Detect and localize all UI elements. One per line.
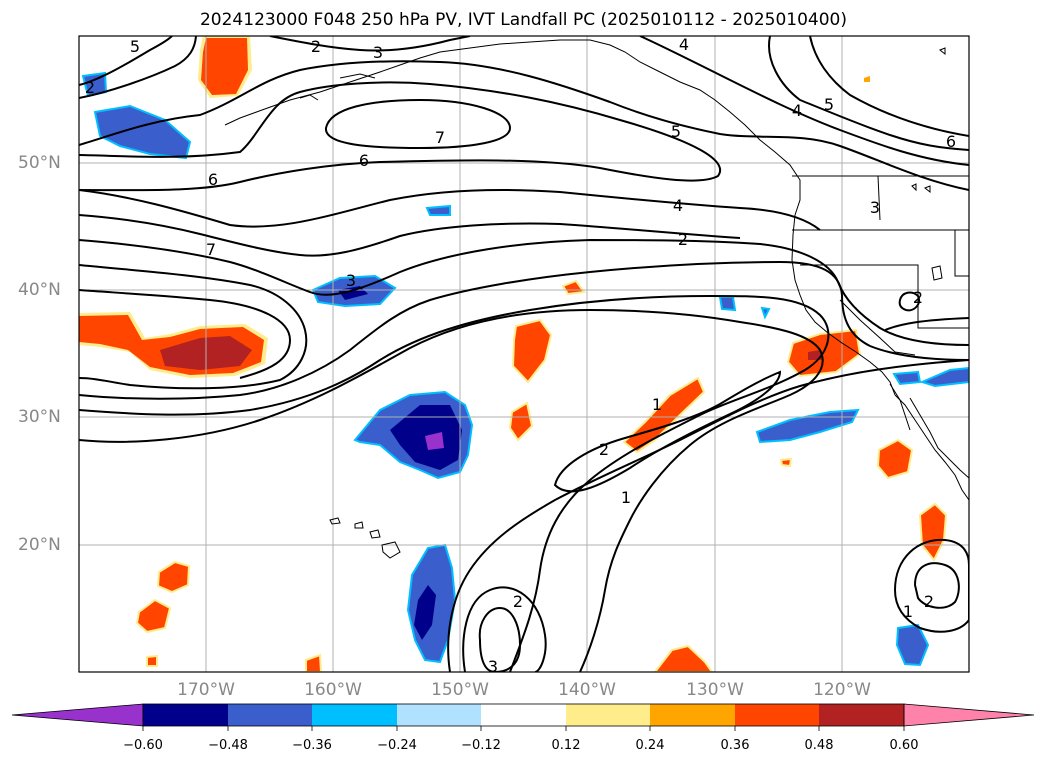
gridlines bbox=[79, 36, 969, 672]
contour-label: 5 bbox=[824, 95, 834, 114]
contour-label: 5 bbox=[130, 37, 140, 56]
anomaly-region bbox=[876, 438, 914, 480]
colorbar-tick-label: −0.12 bbox=[461, 738, 501, 753]
lon-label: 170°W bbox=[177, 680, 235, 700]
anomaly-region bbox=[808, 350, 822, 360]
anomaly-region bbox=[425, 432, 444, 450]
contour-label: 4 bbox=[673, 196, 683, 215]
lat-label: 30°N bbox=[18, 407, 61, 427]
contour-label: 1 bbox=[621, 488, 631, 507]
anomaly-region bbox=[892, 370, 922, 386]
colorbar-tick-label: 0.12 bbox=[551, 738, 581, 753]
contour-label: 3 bbox=[346, 271, 356, 290]
contour-label: 2 bbox=[924, 592, 934, 611]
contour-label: 5 bbox=[671, 122, 681, 141]
contour-label: 3 bbox=[870, 198, 880, 217]
anomaly-region bbox=[135, 598, 172, 634]
anomaly-region bbox=[414, 585, 436, 640]
colorbar-tick-label: 0.48 bbox=[804, 738, 834, 753]
anomaly-region bbox=[511, 318, 553, 384]
colorbar bbox=[11, 703, 1035, 731]
contour-label: 3 bbox=[373, 43, 383, 62]
anomaly-region bbox=[93, 104, 192, 160]
contour-label: 2 bbox=[311, 37, 321, 56]
contour-label: 7 bbox=[435, 128, 445, 147]
contour-label: 2 bbox=[599, 440, 609, 459]
lon-label: 150°W bbox=[431, 680, 489, 700]
anomaly-region bbox=[760, 306, 771, 320]
lat-label: 50°N bbox=[18, 153, 61, 173]
colorbar-tick-label: 0.60 bbox=[889, 738, 919, 753]
lon-label: 140°W bbox=[558, 680, 616, 700]
lat-label: 20°N bbox=[18, 535, 61, 555]
anomaly-region bbox=[146, 654, 158, 667]
colorbar-segment bbox=[650, 704, 735, 726]
contour-label: 6 bbox=[208, 170, 218, 189]
contour-label: 3 bbox=[488, 657, 498, 676]
colorbar-segment bbox=[566, 704, 650, 726]
colorbar-tick-label: −0.24 bbox=[377, 738, 417, 753]
colorbar-segment bbox=[228, 704, 312, 726]
contour-labels: 5 2 3 4 5 4 5 6 7 6 6 7 4 2 3 3 1 2 1 2 … bbox=[85, 35, 956, 676]
contour-label: 1 bbox=[903, 602, 913, 621]
contour-label: 4 bbox=[679, 35, 689, 54]
colorbar-segment bbox=[735, 704, 819, 726]
contour-label: 2 bbox=[678, 230, 688, 249]
pv-contours bbox=[79, 36, 969, 672]
colorbar-segment bbox=[397, 704, 481, 726]
colorbar-extend-low bbox=[11, 703, 144, 727]
anomaly-region bbox=[156, 560, 191, 594]
anomaly-region bbox=[561, 279, 586, 296]
contour-label: 4 bbox=[792, 101, 802, 120]
colorbar-tick-label: −0.60 bbox=[123, 738, 163, 753]
map-frame bbox=[78, 35, 970, 673]
colorbar-segment bbox=[819, 704, 904, 726]
contour-label: 1 bbox=[652, 395, 662, 414]
anomaly-region bbox=[508, 401, 534, 442]
anomaly-region bbox=[653, 644, 714, 672]
lat-label: 40°N bbox=[18, 280, 61, 300]
anomaly-region bbox=[895, 623, 930, 667]
anomaly-region bbox=[864, 76, 870, 82]
lon-label: 160°W bbox=[304, 680, 362, 700]
contour-label: 2 bbox=[513, 592, 523, 611]
lon-label: 130°W bbox=[686, 680, 744, 700]
colorbar-segment bbox=[481, 704, 566, 726]
anomaly-region bbox=[718, 296, 737, 312]
contour-label: 7 bbox=[206, 240, 216, 259]
contour-label: 6 bbox=[359, 151, 369, 170]
colorbar-segment bbox=[143, 704, 228, 726]
anomaly-region bbox=[919, 366, 969, 388]
colorbar-tick-label: 0.36 bbox=[720, 738, 750, 753]
anomaly-region bbox=[425, 204, 451, 216]
colorbar-tick-label: 0.24 bbox=[635, 738, 665, 753]
map-title: 2024123000 F048 250 hPa PV, IVT Landfall… bbox=[199, 10, 847, 30]
lon-label: 120°W bbox=[813, 680, 871, 700]
colorbar-tick-label: −0.48 bbox=[208, 738, 248, 753]
contour-label: 2 bbox=[85, 78, 95, 97]
colorbar-segment bbox=[312, 704, 397, 726]
contour-label: 2 bbox=[913, 288, 923, 307]
anomaly-region bbox=[305, 653, 323, 672]
colorbar-tick-label: −0.36 bbox=[292, 738, 332, 753]
colorbar-extend-high bbox=[903, 703, 1035, 727]
anomaly-region bbox=[779, 457, 793, 468]
anomaly-region bbox=[201, 38, 248, 95]
contour-label: 6 bbox=[946, 132, 956, 151]
